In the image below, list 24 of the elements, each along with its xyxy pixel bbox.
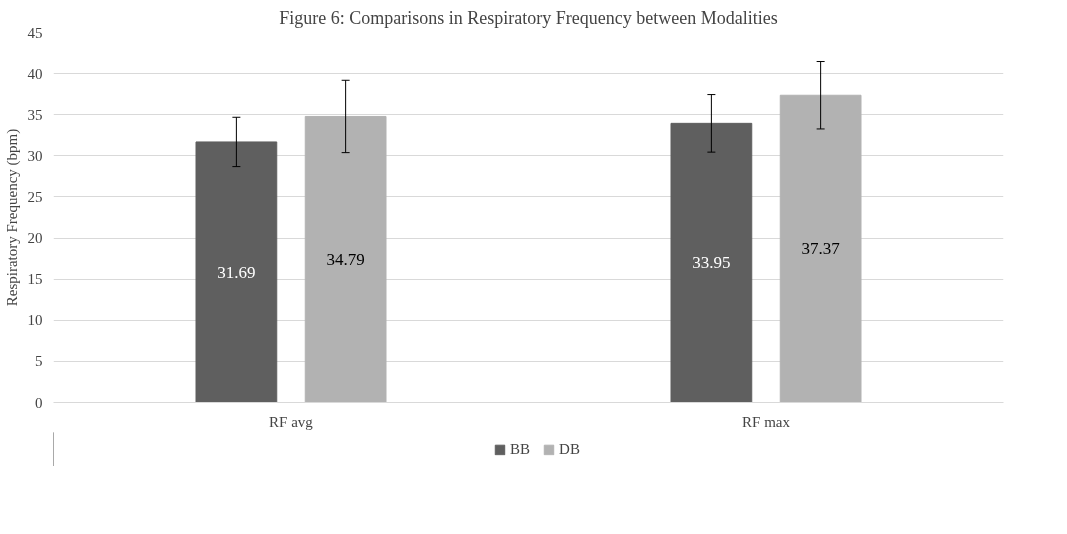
bar	[779, 94, 862, 403]
legend-label: BB	[510, 440, 531, 458]
y-tick-label: 45	[27, 24, 43, 41]
y-axis-title: Respiratory Frequency (bpm)	[3, 128, 21, 307]
data-label: 34.79	[326, 249, 365, 269]
y-tick-label: 20	[27, 230, 43, 247]
y-tick-label: 15	[27, 271, 43, 288]
chart-title: Figure 6: Comparisons in Respiratory Frequency between Modalities	[279, 7, 778, 28]
bar	[670, 122, 753, 403]
y-tick-label: 5	[35, 353, 43, 370]
x-tick-label: RF avg	[269, 413, 314, 430]
data-label: 37.37	[801, 239, 841, 259]
y-tick-label: 40	[27, 65, 43, 82]
x-tick-label: RF max	[742, 413, 791, 430]
legend-label: DB	[559, 440, 580, 458]
y-tick-label: 0	[35, 394, 43, 411]
y-tick-label: 30	[27, 147, 43, 164]
y-tick-label: 10	[27, 312, 43, 329]
data-label: 33.95	[692, 253, 731, 273]
bar	[195, 141, 278, 403]
data-label: 31.69	[217, 262, 256, 282]
bar	[304, 115, 387, 403]
y-tick-label: 35	[27, 106, 43, 123]
y-tick-label: 25	[27, 188, 43, 205]
